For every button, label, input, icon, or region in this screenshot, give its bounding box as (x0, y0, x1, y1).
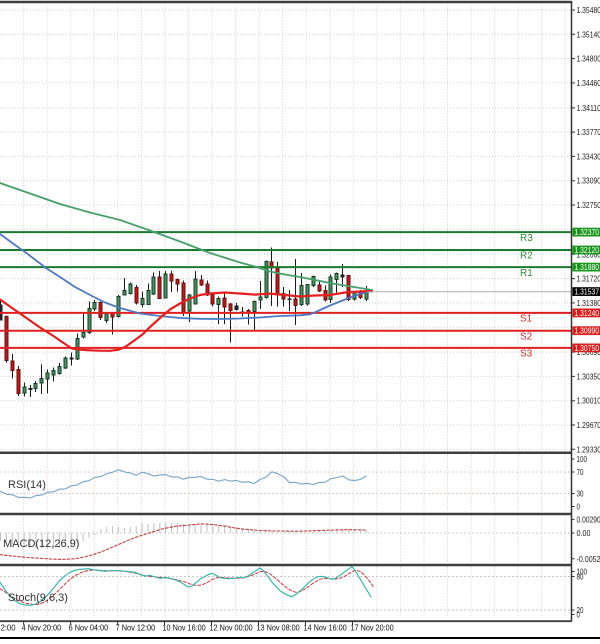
svg-text:1.32370: 1.32370 (575, 228, 600, 237)
svg-text:1.30990: 1.30990 (575, 327, 600, 336)
svg-text:1.31720: 1.31720 (577, 275, 600, 284)
svg-text:17 Nov 20:00: 17 Nov 20:00 (351, 624, 395, 633)
svg-text:0: 0 (577, 503, 581, 512)
svg-text:1.31537: 1.31537 (575, 288, 600, 297)
svg-text:R1: R1 (520, 268, 533, 279)
svg-text:7 Nov 12:00: 7 Nov 12:00 (116, 624, 156, 633)
svg-text:1.34460: 1.34460 (577, 79, 600, 88)
svg-text:1.30750: 1.30750 (575, 344, 600, 353)
svg-text:RSI(14): RSI(14) (8, 479, 46, 491)
svg-text:1.33430: 1.33430 (577, 152, 600, 161)
svg-text:1.30010: 1.30010 (577, 397, 600, 406)
svg-text:13 Nov 08:00: 13 Nov 08:00 (257, 624, 301, 633)
svg-text:12 Nov 00:00: 12 Nov 00:00 (210, 624, 254, 633)
svg-text:30: 30 (577, 490, 584, 499)
svg-text:4 Nov 20:00: 4 Nov 20:00 (22, 624, 62, 633)
svg-text:1.31380: 1.31380 (577, 299, 600, 308)
svg-text:6 Nov 04:00: 6 Nov 04:00 (69, 624, 109, 633)
svg-text:10 Nov 16:00: 10 Nov 16:00 (163, 624, 207, 633)
svg-text:70: 70 (577, 468, 584, 477)
svg-text:1.29330: 1.29330 (577, 445, 600, 454)
svg-text:0.00: 0.00 (577, 529, 591, 538)
svg-text:1.34800: 1.34800 (577, 55, 600, 64)
svg-text:1.33090: 1.33090 (577, 177, 600, 186)
svg-text:0.002905: 0.002905 (577, 515, 600, 524)
svg-text:1.31240: 1.31240 (575, 309, 600, 318)
svg-text:80: 80 (577, 573, 584, 582)
svg-text:1.32750: 1.32750 (577, 201, 600, 210)
svg-text:Stoch(9,6,3): Stoch(9,6,3) (8, 592, 68, 604)
svg-text:1.30350: 1.30350 (577, 372, 600, 381)
svg-text:R2: R2 (520, 251, 533, 262)
svg-text:1.35480: 1.35480 (577, 6, 600, 15)
svg-text:1.31880: 1.31880 (575, 263, 600, 272)
svg-text:S1: S1 (520, 314, 533, 325)
svg-text:14 Nov 16:00: 14 Nov 16:00 (304, 624, 348, 633)
svg-text:S3: S3 (520, 349, 533, 360)
svg-text:1.34110: 1.34110 (577, 104, 600, 113)
svg-text:1.35140: 1.35140 (577, 30, 600, 39)
svg-text:R3: R3 (520, 233, 533, 244)
svg-text:2:00: 2:00 (1, 624, 17, 633)
svg-text:MACD(12,26,9): MACD(12,26,9) (3, 538, 79, 550)
svg-text:1.32120: 1.32120 (575, 246, 600, 255)
svg-text:1.29670: 1.29670 (577, 421, 600, 430)
svg-text:0: 0 (577, 611, 581, 620)
svg-text:-0.00523: -0.00523 (577, 555, 600, 564)
svg-text:100: 100 (577, 455, 588, 464)
svg-text:S2: S2 (520, 331, 533, 342)
svg-text:1.33770: 1.33770 (577, 128, 600, 137)
